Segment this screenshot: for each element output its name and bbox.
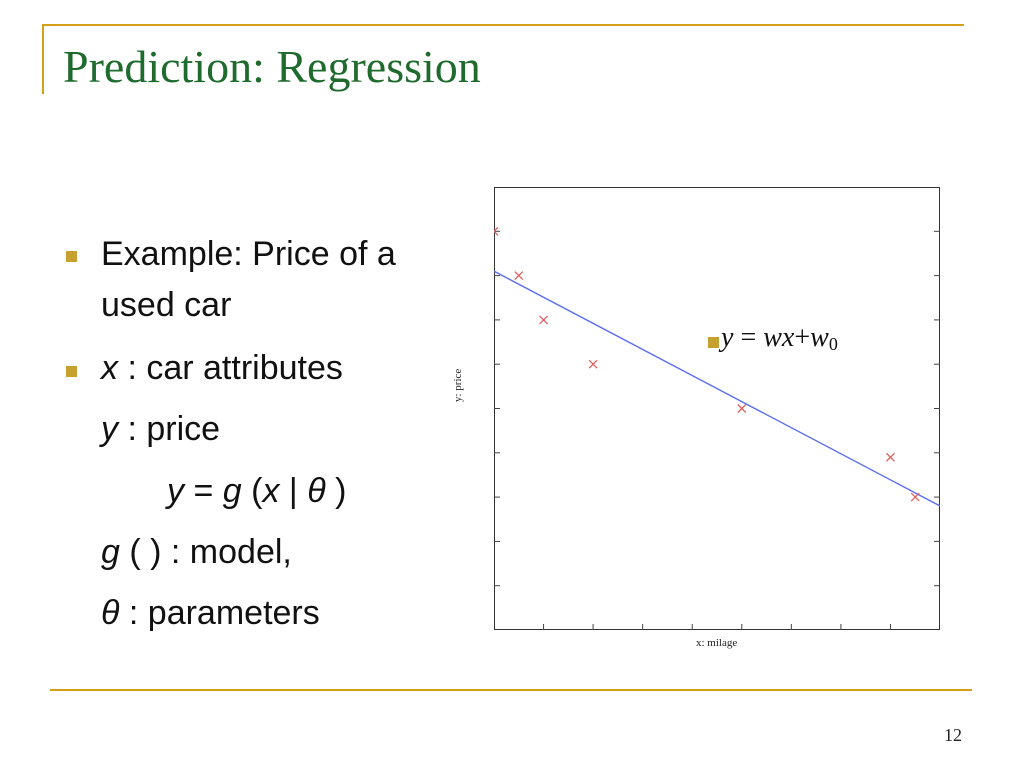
parameters-line: θ : parameters bbox=[101, 594, 320, 633]
x-attributes-text: : car attributes bbox=[118, 349, 343, 387]
page-number: 12 bbox=[944, 725, 962, 745]
data-point bbox=[885, 452, 895, 462]
plot-frame bbox=[494, 187, 940, 630]
data-point bbox=[539, 315, 549, 325]
y-axis-label: y: price bbox=[452, 368, 464, 402]
data-point bbox=[514, 271, 524, 281]
bullet-square-icon bbox=[66, 366, 77, 377]
model-formula: y = g (x | θ ) bbox=[167, 472, 346, 511]
eq-plus: + bbox=[794, 322, 811, 353]
var-x: x bbox=[101, 349, 118, 387]
formula-theta: θ bbox=[307, 472, 326, 510]
data-point bbox=[588, 359, 598, 369]
y-price-line: y : price bbox=[101, 410, 220, 449]
formula-x: x bbox=[262, 472, 280, 510]
formula-open: ( bbox=[241, 472, 263, 510]
bullet-example-line1: Example: Price of a bbox=[101, 235, 396, 273]
fit-line bbox=[494, 270, 940, 507]
footer-rule bbox=[50, 689, 972, 691]
formula-g: g bbox=[222, 472, 242, 510]
equation-bullet-icon bbox=[708, 337, 719, 348]
bullet-x-attributes: x : car attributes bbox=[101, 349, 343, 388]
formula-y: y bbox=[167, 472, 184, 510]
data-point bbox=[494, 226, 499, 236]
eq-equals: = bbox=[733, 322, 764, 353]
x-axis-label: x: milage bbox=[696, 637, 738, 649]
bullet-square-icon bbox=[66, 251, 77, 262]
eq-wx: wx bbox=[763, 322, 795, 353]
eq-y: y bbox=[721, 322, 734, 353]
data-points bbox=[494, 226, 920, 502]
y-price-text: : price bbox=[118, 410, 221, 448]
slide-title: Prediction: Regression bbox=[63, 41, 481, 92]
bullet-example-line2: used car bbox=[101, 286, 232, 324]
title-frame-top-rule bbox=[42, 24, 964, 26]
formula-close: ) bbox=[325, 472, 347, 510]
var-y: y bbox=[101, 410, 118, 448]
formula-eq: = bbox=[184, 472, 223, 510]
model-g: g bbox=[101, 533, 120, 571]
eq-w: w bbox=[810, 322, 829, 353]
data-point bbox=[910, 492, 920, 502]
plot-ticks bbox=[494, 230, 940, 630]
model-line: g ( ) : model, bbox=[101, 533, 292, 572]
data-point bbox=[737, 404, 747, 413]
title-frame-left-rule bbox=[42, 24, 44, 94]
params-text: : parameters bbox=[119, 594, 320, 632]
regression-equation: y = wx+w0 bbox=[721, 322, 838, 355]
formula-bar: | bbox=[279, 472, 308, 510]
regression-plot bbox=[494, 187, 940, 630]
params-theta: θ bbox=[101, 594, 120, 632]
model-text: ( ) : model, bbox=[119, 533, 292, 571]
eq-subscript: 0 bbox=[828, 334, 838, 354]
